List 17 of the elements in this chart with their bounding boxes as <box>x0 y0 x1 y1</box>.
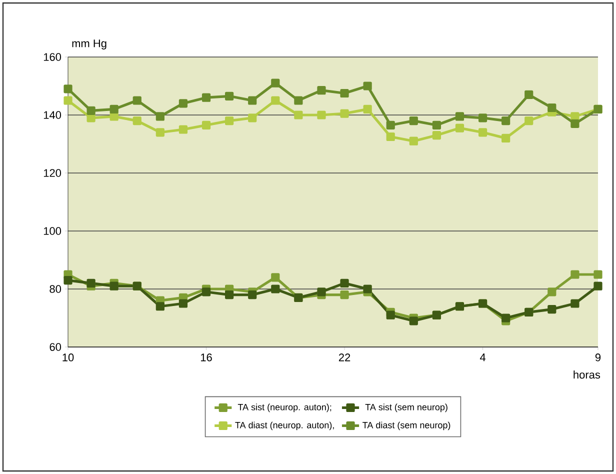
x-tick-label: 9 <box>595 354 601 362</box>
x-tick-label: 22 <box>338 354 350 362</box>
y-axis-title: mm Hg <box>72 40 106 50</box>
legend-label: TA diast (sem neurop) <box>362 422 450 430</box>
y-tick-label: 140 <box>44 111 62 119</box>
x-axis-title: horas <box>574 370 600 379</box>
x-tick-label: 10 <box>62 354 74 362</box>
x-tick-label: 4 <box>480 354 486 362</box>
legend-label: TA diast (neurop. auton), <box>235 422 334 430</box>
y-tick-label: 100 <box>44 227 62 235</box>
y-tick-label: 160 <box>44 53 62 61</box>
y-tick-label: 80 <box>50 285 62 293</box>
legend-label: TA sist (neurop. auton); <box>238 404 332 412</box>
y-tick-label: 60 <box>50 343 62 351</box>
legend-label: TA sist (sem neurop) <box>365 404 448 412</box>
x-tick-label: 16 <box>200 354 212 362</box>
y-tick-label: 120 <box>44 169 62 177</box>
